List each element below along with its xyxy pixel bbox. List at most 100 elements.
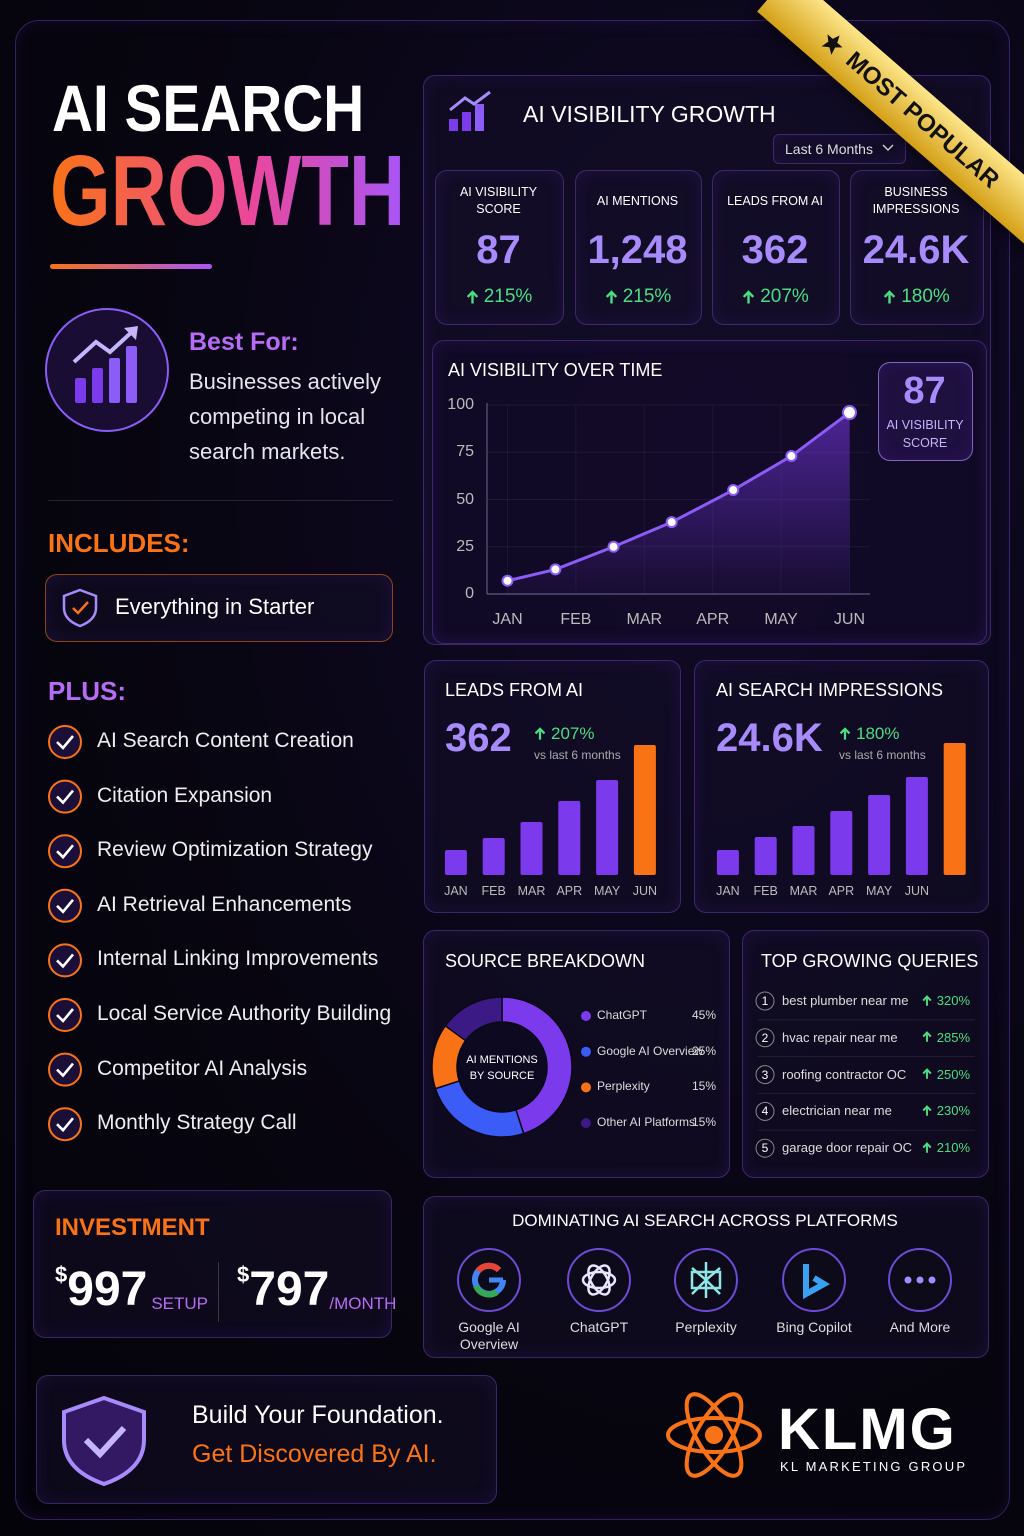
kpi-change: 215% [575, 286, 700, 308]
kpi-change: 215% [435, 286, 562, 308]
query-change: 250% [900, 1067, 970, 1082]
kpi-change-value: 215% [622, 286, 672, 307]
legend-value: 45% [691, 1008, 716, 1022]
query-change: 230% [900, 1103, 970, 1118]
up-arrow [922, 1031, 932, 1043]
rank: 5 [761, 1141, 769, 1156]
query-change-value: 320% [936, 993, 970, 1008]
legend-label: ChatGPT [597, 1008, 648, 1022]
pie-center-label: AI MENTIONS BY SOURCE [466, 1054, 538, 1082]
price-divider [218, 1262, 219, 1322]
bar-note: vs last 6 months [839, 748, 926, 762]
arrow-shape [605, 289, 617, 303]
bar-change: 207% [533, 724, 594, 744]
brand-name: KLMG [778, 1397, 957, 1462]
arrow-shape [534, 727, 546, 740]
brand-subtitle: KL MARKETING GROUP [780, 1459, 968, 1474]
legend-label: Other AI Platforms [597, 1115, 696, 1130]
up-arrow [884, 289, 896, 303]
kpi-value: 1,248 [587, 228, 688, 272]
x-tick-label: MAR [626, 611, 663, 628]
platform-label: ChatGPT [569, 1319, 629, 1335]
kpi-value: 24.6K [862, 228, 970, 272]
bar-note: vs last 6 months [534, 748, 621, 762]
title-line2: GROWTH [50, 135, 406, 247]
x-tick-label: JAN [492, 611, 523, 628]
includes-label: INCLUDES: [48, 528, 190, 558]
bar-title: AI SEARCH IMPRESSIONS [716, 680, 944, 700]
bar-headline: 24.6K [716, 716, 823, 760]
kpi-change-value: 215% [483, 286, 533, 307]
bar-headline: 362 [445, 716, 512, 760]
up-arrow [922, 1105, 932, 1116]
title-underline [50, 264, 212, 269]
kpi-change-value: 207% [760, 286, 809, 307]
tagline-1: Build Your Foundation. [192, 1401, 444, 1429]
query: garage door repair OC [782, 1140, 913, 1156]
ribbon: MOST POPULAR [757, 0, 1024, 248]
queries-title: TOP GROWING QUERIES [761, 951, 979, 971]
legend-label: Perplexity [597, 1079, 650, 1094]
amount: 997 [67, 1263, 148, 1316]
best-for-text: Businesses actively competing in local s… [189, 369, 381, 464]
arrow-shape [884, 289, 896, 303]
kpi-change: 180% [850, 286, 982, 308]
plus-item: Monthly Strategy Call [97, 1111, 297, 1135]
badge-value: 87 [903, 370, 946, 412]
arrow-shape [922, 1031, 932, 1043]
kpi-card [435, 170, 564, 325]
kpi-value: 362 [741, 228, 809, 272]
rank: 2 [761, 1030, 769, 1045]
queries-panel [742, 930, 989, 1178]
line-title: AI VISIBILITY OVER TIME [448, 360, 663, 380]
plus-item: Local Service Authority Building [97, 1002, 392, 1025]
x-tick-label: JUN [904, 884, 930, 898]
plus-item: Competitor AI Analysis [97, 1056, 308, 1080]
investment-label: INVESTMENT [55, 1214, 210, 1241]
y-tick-label: 75 [456, 443, 474, 461]
x-tick-label: FEB [753, 884, 778, 898]
x-tick-label: FEB [560, 611, 592, 628]
outer-frame [15, 20, 1010, 1520]
query-change: 210% [900, 1140, 970, 1155]
query: hvac repair near me [782, 1029, 898, 1045]
kpi-card [575, 170, 702, 325]
period[interactable]: Last 6 Months [785, 141, 873, 157]
badge-box [878, 362, 973, 461]
kpi-label: LEADS FROM AI [727, 193, 823, 208]
dashboard-title: AI VISIBILITY GROWTH [523, 101, 776, 127]
amount: 797 [249, 1263, 330, 1316]
legend-label: Google AI Overview [597, 1043, 704, 1058]
rank: 1 [761, 994, 769, 1008]
arrow-shape [743, 289, 755, 303]
monthly-price: $ 797 /MONTH [237, 1262, 396, 1317]
legend-value: 25% [691, 1043, 716, 1058]
bar-change-value: 180% [856, 724, 900, 743]
query: best plumber near me [782, 993, 909, 1008]
includes-box [45, 574, 393, 642]
query: roofing contractor OC [782, 1066, 907, 1082]
unit: SETUP [151, 1294, 209, 1313]
platform-label: Bing Copilot [776, 1319, 852, 1335]
legend-value: 15% [691, 1115, 716, 1130]
kpi-value: 87 [476, 228, 521, 272]
rank: 3 [761, 1067, 769, 1082]
x-tick-label: MAR [789, 884, 818, 898]
platforms-title: DOMINATING AI SEARCH ACROSS PLATFORMS [512, 1211, 898, 1230]
bar-title: LEADS FROM AI [445, 680, 584, 700]
y-tick-label: 25 [456, 537, 474, 555]
legend-value: 15% [691, 1079, 716, 1094]
x-tick-label: MAR [517, 884, 546, 898]
plus-item: AI Retrieval Enhancements [97, 892, 352, 916]
up-arrow [922, 1068, 932, 1079]
y-tick-label: 0 [465, 585, 474, 602]
x-tick-label: APR [696, 611, 730, 628]
currency: $ [237, 1262, 250, 1287]
title-line1: AI SEARCH [52, 71, 365, 145]
kpi-change-value: 180% [901, 286, 950, 307]
y-tick-label: 100 [447, 396, 474, 413]
x-tick-label: MAY [866, 884, 893, 898]
plus-item: AI Search Content Creation [97, 729, 354, 752]
x-tick-label: JUN [833, 611, 866, 628]
